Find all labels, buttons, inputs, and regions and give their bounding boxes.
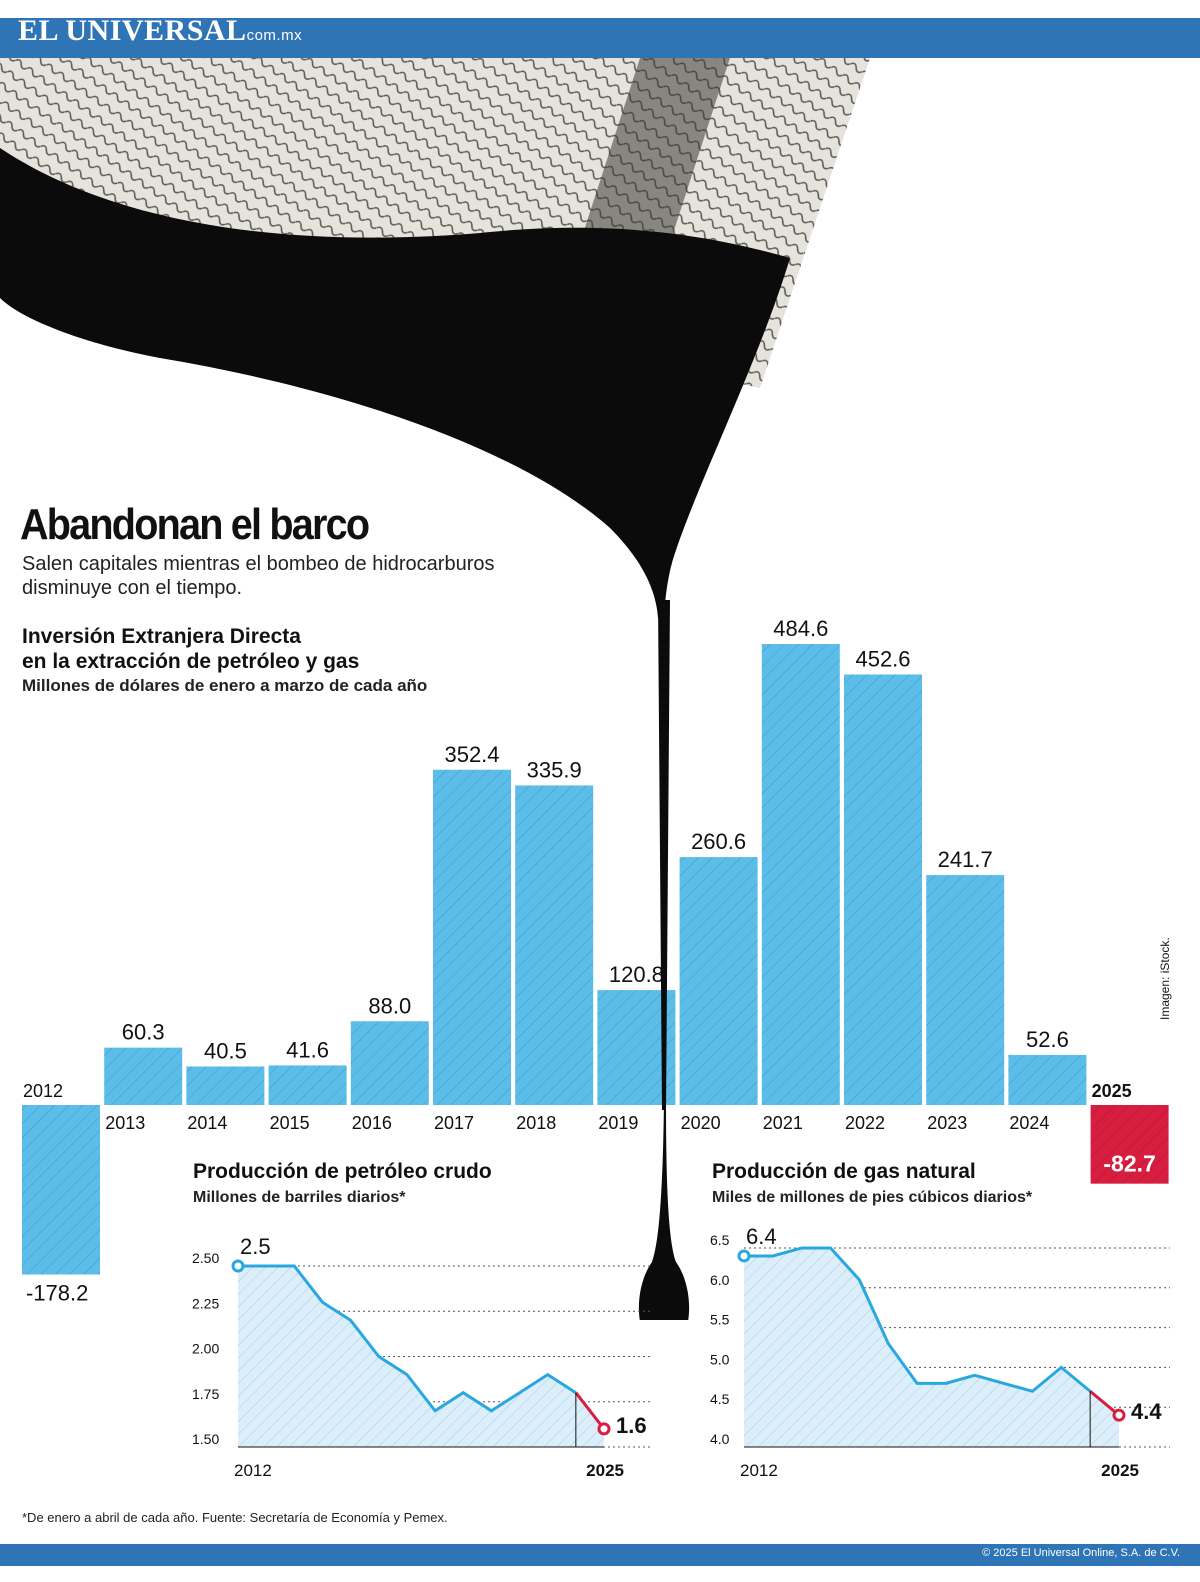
y-tick-label: 4.0 — [710, 1431, 730, 1447]
value-label-2018: 335.9 — [527, 757, 582, 782]
bar-2015 — [268, 1065, 347, 1105]
value-label-2024: 52.6 — [1026, 1027, 1069, 1052]
end-point — [597, 1422, 611, 1436]
bar-2018 — [515, 785, 594, 1105]
page-subtitle: Salen capitales mientras el bombeo de hi… — [22, 553, 495, 599]
image-credit: Imagen: iStock. — [1158, 937, 1172, 1020]
value-label-2019: 120.8 — [609, 962, 664, 987]
value-label-2021: 484.6 — [773, 616, 828, 641]
area-fill — [744, 1248, 1119, 1447]
x-label-end: 2025 — [1101, 1461, 1139, 1480]
category-label-2014: 2014 — [187, 1113, 227, 1133]
end-point — [1112, 1408, 1126, 1422]
brand-logo[interactable]: EL UNIVERSALcom.mx — [18, 14, 302, 48]
y-tick-label: 5.5 — [710, 1312, 730, 1328]
category-label-2022: 2022 — [845, 1113, 885, 1133]
category-label-2023: 2023 — [927, 1113, 967, 1133]
brand-domain: com.mx — [246, 27, 303, 44]
oil-chart-title: Producción de petróleo crudo — [193, 1160, 492, 1183]
ied-chart-subtitle: Millones de dólares de enero a marzo de … — [22, 676, 428, 695]
y-tick-label: 6.0 — [710, 1272, 730, 1288]
copyright: © 2025 El Universal Online, S.A. de C.V. — [982, 1547, 1180, 1559]
ied-bar-chart: 2012 -178.2 2013 60.3 2014 40.5 2015 41.6 2016 88… — [22, 600, 1169, 1320]
category-label-2015: 2015 — [270, 1113, 310, 1133]
y-tick-label: 2.50 — [192, 1250, 219, 1266]
oil-chart-subtitle: Millones de barriles diarios* — [193, 1189, 406, 1206]
ied-title-line-1: Inversión Extranjera Directa — [22, 625, 301, 648]
header-band — [0, 18, 1200, 58]
ied-chart-title: Inversión Extranjera Directa en la extra… — [22, 624, 359, 674]
start-value-label: 2.5 — [240, 1234, 271, 1259]
category-label-2017: 2017 — [434, 1113, 474, 1133]
oil-spill — [0, 148, 790, 618]
gas-chart-subtitle: Miles de millones de pies cúbicos diario… — [712, 1189, 1033, 1206]
gas-production-chart: 6.5 6.0 5.5 5.0 4.5 4.0 6.4 4.4 2012 2025 — [710, 1225, 1170, 1480]
y-tick-label: 1.50 — [192, 1431, 219, 1447]
value-label-2023: 241.7 — [938, 847, 993, 872]
value-label-2016: 88.0 — [368, 993, 411, 1018]
value-label-2020: 260.6 — [691, 829, 746, 854]
footnote: *De enero a abril de cada año. Fuente: S… — [22, 1510, 448, 1525]
oil-stream — [658, 600, 670, 1110]
bar-2012 — [22, 1105, 100, 1275]
y-tick-label: 5.0 — [710, 1351, 730, 1367]
value-label-2013: 60.3 — [122, 1020, 165, 1045]
value-label-2014: 40.5 — [204, 1038, 247, 1063]
category-label-2012: 2012 — [23, 1081, 63, 1101]
bar-2022 — [844, 674, 922, 1105]
oil-banknote-illustration — [0, 58, 870, 618]
series-line — [744, 1246, 1092, 1393]
y-tick-label: 1.75 — [192, 1386, 219, 1402]
bar-2025 — [1090, 1105, 1169, 1184]
value-label-2017: 352.4 — [444, 742, 499, 767]
bar-2016 — [350, 1021, 429, 1105]
y-tick-label: 2.00 — [192, 1341, 219, 1357]
header-bar: EL UNIVERSALcom.mx — [0, 0, 1200, 62]
value-label-2025: -82.7 — [1103, 1151, 1155, 1177]
bar-2013 — [104, 1047, 183, 1105]
x-label-start: 2012 — [740, 1461, 778, 1480]
y-tick-label: 4.5 — [710, 1391, 730, 1407]
start-point — [231, 1259, 245, 1273]
series-line-last-segment — [574, 1391, 606, 1430]
bar-2023 — [926, 875, 1005, 1105]
category-label-2024: 2024 — [1009, 1113, 1049, 1133]
start-value-label: 6.4 — [746, 1225, 777, 1249]
banknote-engraving — [581, 58, 730, 238]
y-tick-label: 6.5 — [710, 1232, 730, 1248]
category-label-2013: 2013 — [105, 1113, 145, 1133]
end-value-label: 4.4 — [1131, 1399, 1162, 1424]
category-label-2021: 2021 — [763, 1113, 803, 1133]
x-label-end: 2025 — [586, 1461, 624, 1480]
gas-chart-title: Producción de gas natural — [712, 1160, 976, 1183]
value-label-2022: 452.6 — [855, 646, 910, 671]
bar-2020 — [679, 857, 758, 1105]
category-label-2020: 2020 — [681, 1113, 721, 1133]
end-value-label: 1.6 — [616, 1413, 647, 1438]
bar-2024 — [1008, 1054, 1087, 1105]
category-label-2016: 2016 — [352, 1113, 392, 1133]
x-label-start: 2012 — [234, 1461, 272, 1480]
oil-production-chart: 2.50 2.25 2.00 1.75 1.50 2.5 1.6 2012 2025 — [192, 1234, 650, 1480]
y-tick-label: 2.25 — [192, 1295, 219, 1311]
oil-drop — [638, 1100, 690, 1320]
page-title: Abandonan el barco — [20, 500, 370, 549]
brand-name: EL UNIVERSAL — [18, 14, 247, 47]
value-label-2015: 41.6 — [286, 1037, 329, 1062]
category-label-2018: 2018 — [516, 1113, 556, 1133]
value-label-2012: -178.2 — [26, 1281, 88, 1306]
ied-title-line-2: en la extracción de petróleo y gas — [22, 650, 360, 673]
bar-2014 — [186, 1066, 265, 1105]
category-label-2025: 2025 — [1092, 1081, 1132, 1101]
footer-bar — [0, 1544, 1200, 1566]
bar-2021 — [761, 644, 840, 1105]
bar-2017 — [433, 769, 511, 1105]
area-fill — [238, 1266, 604, 1447]
start-point — [737, 1249, 751, 1263]
series-line — [238, 1264, 577, 1413]
category-label-2019: 2019 — [598, 1113, 638, 1133]
